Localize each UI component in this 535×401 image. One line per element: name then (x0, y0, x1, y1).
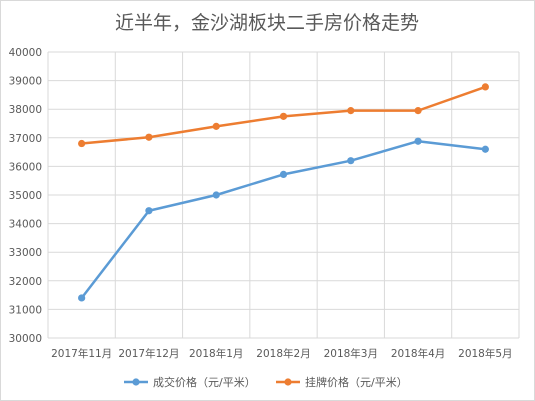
x-tick-label: 2018年3月 (324, 347, 378, 360)
y-tick-label: 36000 (9, 161, 42, 173)
data-point (414, 107, 422, 115)
x-axis: 2017年11月 2017年12月 2018年1月 2018年2月 2018年3月 201… (51, 347, 512, 360)
x-tick-label: 2018年2月 (256, 347, 310, 360)
data-point (279, 170, 288, 179)
y-tick-label: 37000 (9, 133, 42, 145)
data-point (212, 191, 220, 199)
legend: 成交价格（元/平米） 挂牌价格（元/平米） (124, 375, 408, 389)
y-tick-label: 34000 (9, 219, 42, 231)
data-point (414, 137, 422, 145)
legend-item: 挂牌价格（元/平米） (276, 375, 408, 389)
data-point (78, 139, 86, 148)
x-tick-label: 2017年12月 (118, 347, 179, 360)
series-line (80, 139, 487, 300)
data-point (212, 122, 220, 130)
series-group (78, 83, 489, 302)
legend-label: 挂牌价格（元/平米） (305, 375, 408, 389)
gridlines (47, 51, 520, 339)
data-point (481, 83, 489, 91)
data-point (347, 157, 355, 165)
data-point (481, 145, 489, 153)
y-tick-label: 35000 (9, 190, 42, 202)
chart-title: 近半年，金沙湖板块二手房价格走势 (115, 12, 419, 34)
y-axis: 30000 31000 32000 33000 34000 35000 36000 37000… (9, 47, 42, 345)
series-1 (78, 137, 489, 302)
x-tick-label: 2018年4月 (391, 347, 445, 360)
x-tick-label: 2018年1月 (189, 347, 243, 360)
y-tick-label: 30000 (9, 333, 42, 345)
legend-item: 成交价格（元/平米） (124, 375, 256, 389)
data-point (279, 112, 288, 120)
x-tick-label: 2017年11月 (51, 347, 112, 360)
series-2 (78, 83, 489, 148)
y-tick-label: 31000 (9, 304, 42, 316)
data-point (145, 133, 153, 141)
y-tick-label: 33000 (9, 247, 42, 259)
data-point (347, 107, 355, 115)
legend-swatch-marker (132, 378, 140, 386)
legend-label: 成交价格（元/平米） (153, 375, 256, 389)
x-tick-label: 2018年5月 (458, 347, 512, 360)
legend-swatch-marker (284, 378, 292, 386)
data-point (78, 294, 86, 302)
y-tick-label: 32000 (9, 276, 42, 288)
y-tick-label: 39000 (9, 76, 42, 88)
y-tick-label: 40000 (9, 47, 42, 59)
data-point (145, 207, 153, 215)
y-tick-label: 38000 (9, 104, 42, 116)
